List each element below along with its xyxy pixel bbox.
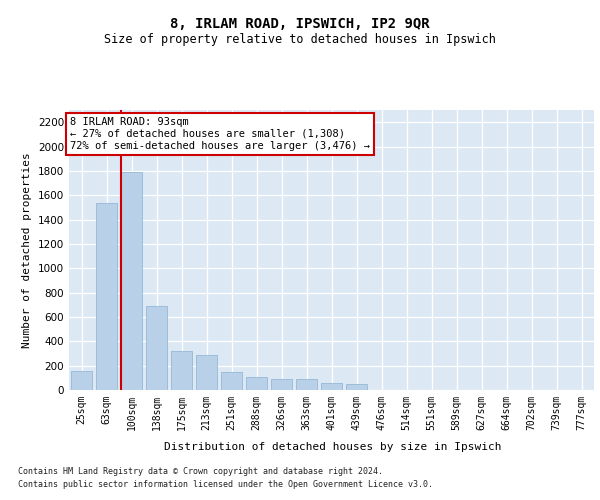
Text: Contains public sector information licensed under the Open Government Licence v3: Contains public sector information licen… xyxy=(18,480,433,489)
Text: Contains HM Land Registry data © Crown copyright and database right 2024.: Contains HM Land Registry data © Crown c… xyxy=(18,468,383,476)
Bar xyxy=(221,372,242,390)
Text: 8 IRLAM ROAD: 93sqm
← 27% of detached houses are smaller (1,308)
72% of semi-det: 8 IRLAM ROAD: 93sqm ← 27% of detached ho… xyxy=(70,118,370,150)
Bar xyxy=(71,371,92,390)
Bar xyxy=(171,351,192,390)
Bar xyxy=(321,384,342,390)
Text: Size of property relative to detached houses in Ipswich: Size of property relative to detached ho… xyxy=(104,32,496,46)
Bar xyxy=(271,379,292,390)
Bar xyxy=(121,172,142,390)
Bar xyxy=(196,354,217,390)
Bar xyxy=(296,379,317,390)
Bar xyxy=(96,202,117,390)
Bar xyxy=(346,384,367,390)
Bar xyxy=(246,376,267,390)
Bar xyxy=(146,306,167,390)
Text: 8, IRLAM ROAD, IPSWICH, IP2 9QR: 8, IRLAM ROAD, IPSWICH, IP2 9QR xyxy=(170,18,430,32)
Y-axis label: Number of detached properties: Number of detached properties xyxy=(22,152,32,348)
Text: Distribution of detached houses by size in Ipswich: Distribution of detached houses by size … xyxy=(164,442,502,452)
